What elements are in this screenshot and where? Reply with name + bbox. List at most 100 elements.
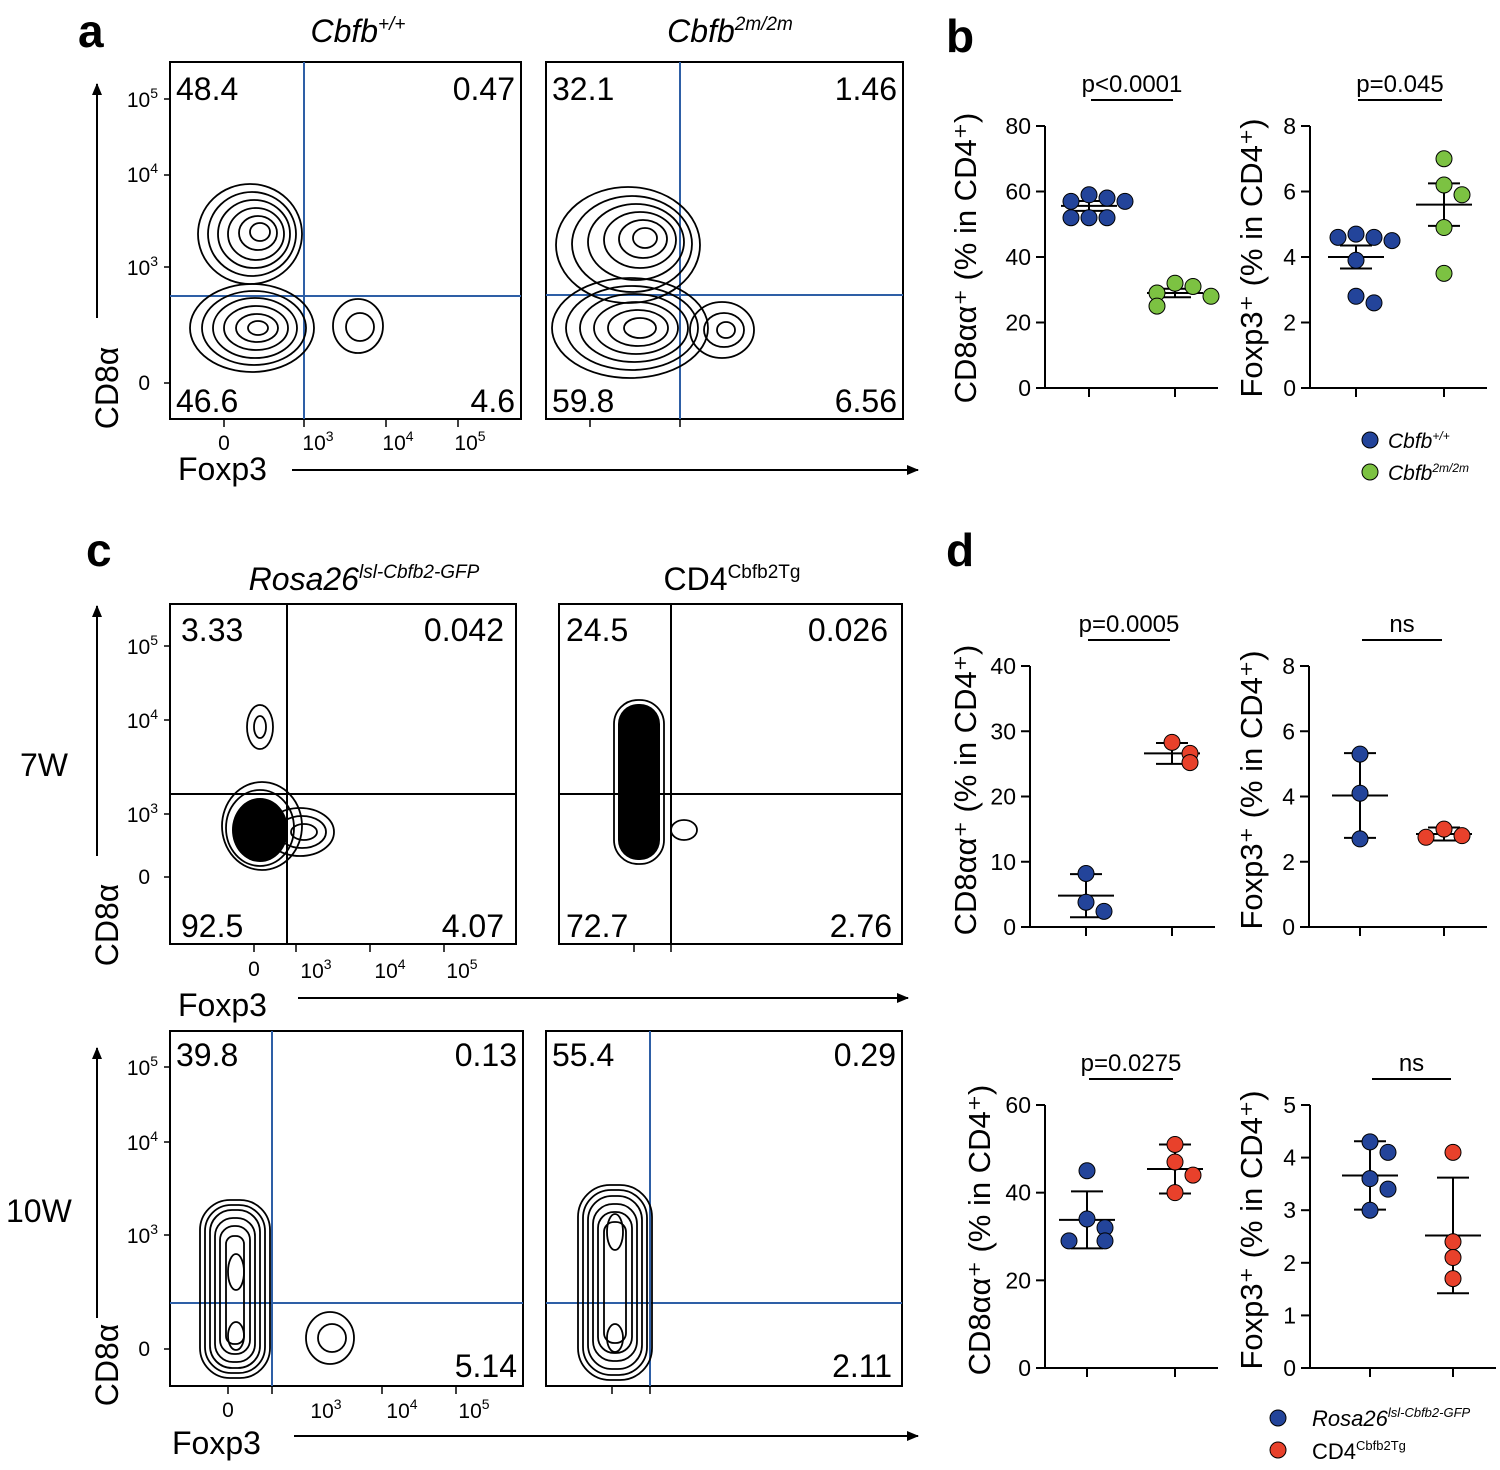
data-point: [1435, 264, 1453, 282]
y-tick-label: 104: [127, 160, 158, 187]
y-tick-label: 103: [127, 253, 158, 280]
legend-marker: [1269, 1441, 1287, 1459]
y-axis-label: CD8α: [89, 1324, 125, 1407]
y-tick-label: 40: [1005, 1180, 1031, 1206]
y-tick-label: 4: [1283, 244, 1296, 270]
y-tick-label: 2: [1282, 849, 1295, 875]
y-tick-label: 0: [1003, 914, 1016, 940]
quadrant-lr: 4.07: [442, 908, 504, 944]
data-point: [1095, 902, 1113, 920]
data-point: [1351, 830, 1369, 848]
data-point: [1444, 1233, 1462, 1251]
data-point: [1361, 1133, 1379, 1151]
quadrant-ll: 59.8: [552, 383, 614, 419]
quadrant-lr: 4.6: [471, 383, 515, 419]
p-value-label: ns: [1389, 611, 1414, 638]
y-tick-label: 8: [1283, 113, 1296, 139]
flow-axes-a: CD8α Foxp3 105 104 103 0 0 103 104 105: [89, 83, 919, 487]
data-point: [1365, 228, 1383, 246]
data-point: [1202, 287, 1220, 305]
legend-b: Cbfb+/+ Cbfb2m/2m: [1361, 429, 1469, 485]
legend-marker: [1361, 431, 1379, 449]
y-axis-label: CD8αα⁺ (% in CD4⁺): [948, 113, 983, 404]
x-axis-label: Foxp3: [178, 451, 267, 487]
x-tick-label: 103: [310, 1396, 341, 1423]
flow-plot-c-10w-rosa: 39.8 0.13 5.14: [169, 1030, 524, 1387]
legend-entry: Cbfb+/+: [1388, 429, 1450, 453]
data-point: [1347, 287, 1365, 305]
x-tick-label: 0: [248, 958, 260, 981]
y-tick-label: 10: [990, 849, 1016, 875]
dot-plot-d-6: 0 1 2 3 4 5 Foxp3⁺ (% in CD4⁺) ns: [1234, 1050, 1496, 1381]
p-value-label: ns: [1399, 1050, 1424, 1077]
x-tick-label: 105: [458, 1396, 489, 1423]
y-tick-label: 0: [138, 372, 150, 395]
data-point: [1077, 864, 1095, 882]
x-tick-label: 0: [218, 432, 230, 455]
dot-plot-b-2: 0 2 4 6 8 Foxp3⁺ (% in CD4⁺) p=0.045: [1234, 71, 1487, 401]
y-tick-label: 2: [1283, 310, 1296, 336]
y-tick-label: 40: [990, 653, 1016, 679]
y-tick-label: 30: [990, 718, 1016, 744]
x-tick-label: 104: [374, 956, 405, 983]
legend-entry: Rosa26lsl-Cbfb2-GFP: [1312, 1405, 1471, 1431]
quadrant-lr: 2.76: [830, 908, 892, 944]
data-point: [1080, 186, 1098, 204]
quadrant-ur: 0.47: [453, 71, 515, 107]
quadrant-ur: 0.042: [424, 612, 504, 648]
flow-plot-a-2m: 32.1 1.46 59.8 6.56: [545, 61, 904, 420]
quadrant-ul: 3.33: [181, 612, 243, 648]
data-point: [1347, 225, 1365, 243]
data-point: [1184, 277, 1202, 295]
data-point: [1077, 893, 1095, 911]
quadrant-ll: 72.7: [566, 908, 628, 944]
y-tick-label: 60: [1005, 1092, 1031, 1118]
row-label-10w: 10W: [6, 1193, 73, 1229]
data-point: [1347, 251, 1365, 269]
data-point: [1163, 733, 1181, 751]
data-point: [1060, 1232, 1078, 1250]
quadrant-ll: 92.5: [181, 908, 243, 944]
flow-axes-c-7w: CD8α Foxp3 105 104 103 0 0 103 104 105: [89, 605, 909, 1023]
x-tick-label: 105: [446, 956, 477, 983]
data-point: [1078, 1162, 1096, 1180]
y-tick-label: 0: [138, 866, 150, 889]
quadrant-lr: 2.11: [832, 1348, 892, 1384]
data-point: [1098, 189, 1116, 207]
y-tick-label: 6: [1283, 179, 1296, 205]
data-point: [1379, 1143, 1397, 1161]
data-point: [1148, 297, 1166, 315]
p-value-label: p<0.0001: [1082, 71, 1183, 98]
y-axis-label: CD8α: [89, 884, 125, 967]
quadrant-ur: 0.13: [455, 1037, 517, 1073]
data-point: [1444, 1270, 1462, 1288]
y-tick-label: 0: [1282, 914, 1295, 940]
y-tick-label: 103: [127, 800, 158, 827]
dot-plot-d-5: 0 20 40 60 CD8αα⁺ (% in CD4⁺) p=0.0275: [962, 1050, 1218, 1381]
data-point: [1098, 209, 1116, 227]
y-tick-label: 3: [1283, 1197, 1296, 1223]
y-tick-label: 104: [127, 1128, 158, 1155]
data-point: [1351, 784, 1369, 802]
data-point: [1351, 745, 1369, 763]
y-tick-label: 105: [127, 85, 158, 112]
data-point: [1435, 150, 1453, 168]
data-point: [1435, 176, 1453, 194]
data-point: [1181, 754, 1199, 772]
y-tick-label: 6: [1282, 718, 1295, 744]
data-point: [1383, 232, 1401, 250]
quadrant-ul: 24.5: [566, 612, 628, 648]
column-title-cbfb-wt: Cbfb+/+: [310, 13, 405, 49]
row-label-7w: 7W: [20, 747, 69, 783]
y-tick-label: 60: [1005, 179, 1031, 205]
data-point: [1096, 1232, 1114, 1250]
legend-marker: [1269, 1409, 1287, 1427]
panel-label-a: a: [78, 5, 104, 57]
y-tick-label: 103: [127, 1221, 158, 1248]
flow-plot-a-wt: 48.4 0.47 46.6 4.6: [169, 61, 522, 420]
column-title-cbfb-2m: Cbfb2m/2m: [667, 13, 793, 49]
y-tick-label: 0: [1018, 1355, 1031, 1381]
y-axis-label: CD8αα⁺ (% in CD4⁺): [962, 1085, 997, 1376]
data-point: [1184, 1166, 1202, 1184]
legend-d: Rosa26lsl-Cbfb2-GFP CD4Cbfb2Tg: [1269, 1405, 1471, 1464]
